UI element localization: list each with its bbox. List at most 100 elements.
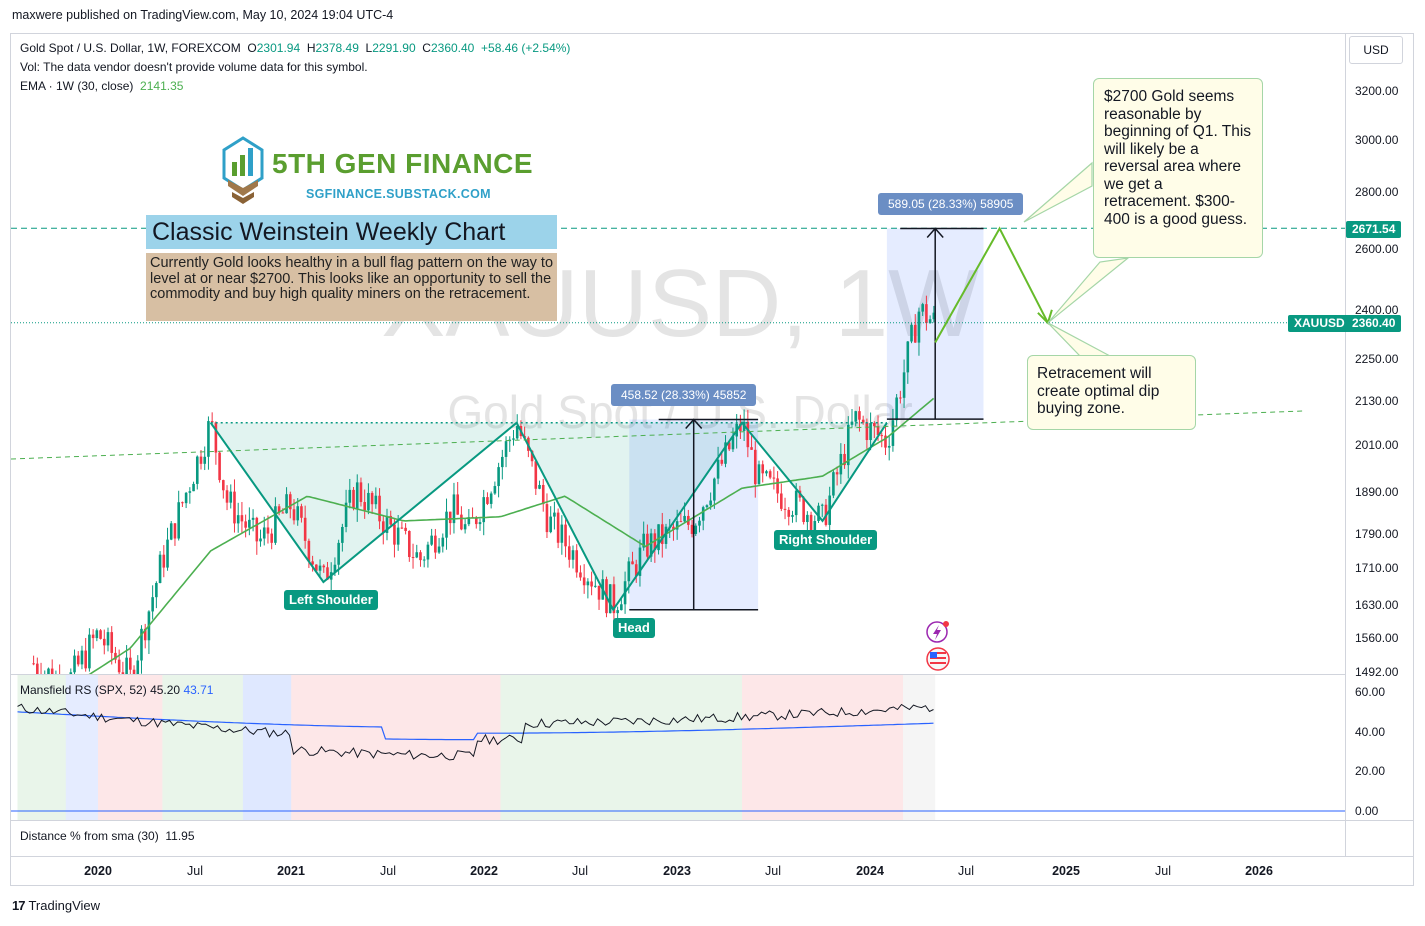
candle-body: [750, 447, 753, 450]
candle-body: [114, 652, 117, 660]
candle-body: [858, 411, 861, 420]
price-tick-label: 2130.00: [1355, 394, 1399, 409]
candle-body: [419, 552, 422, 561]
rs-ma-line: [17, 711, 934, 741]
candle-body: [482, 497, 486, 523]
candle-body: [322, 565, 326, 568]
candle-body: [716, 459, 720, 479]
candle-body: [296, 506, 300, 521]
candle-body: [102, 638, 106, 646]
candle-body: [597, 585, 601, 600]
candle-body: [586, 581, 590, 586]
analysis-note[interactable]: Currently Gold looks healthy in a bull f…: [146, 253, 557, 321]
candle-body: [556, 512, 560, 543]
candle-body: [136, 660, 140, 674]
candle-body: [155, 582, 158, 598]
candle-body: [846, 424, 850, 466]
candle-body: [192, 483, 195, 492]
candle-body: [91, 634, 95, 639]
brand-title: 5TH GEN FINANCE: [272, 148, 534, 179]
candle-body: [913, 324, 917, 343]
head-label[interactable]: Head: [613, 618, 655, 638]
candle-body: [582, 577, 586, 586]
candle-body: [538, 484, 541, 489]
candle-body: [448, 511, 452, 524]
right-shoulder-label[interactable]: Right Shoulder: [774, 530, 878, 550]
candle-body: [768, 471, 772, 478]
candle-body: [761, 464, 765, 474]
left-shoulder-label[interactable]: Left Shoulder: [284, 590, 378, 610]
candle-body: [300, 506, 303, 518]
candle-body: [772, 477, 776, 479]
candle-body: [664, 526, 668, 544]
candle-body: [899, 397, 902, 399]
price-tick-label: 1560.00: [1355, 631, 1399, 646]
candle-body: [541, 484, 545, 505]
rs-regime-band: [242, 675, 292, 820]
target-callout[interactable]: $2700 Gold seems reasonable by beginning…: [1093, 78, 1263, 258]
volume-line: Vol: The data vendor doesn't provide vol…: [20, 60, 368, 74]
flag-stripe: [930, 652, 946, 654]
tradingview-footer[interactable]: 17 TradingView: [12, 898, 100, 913]
candle-body: [627, 561, 631, 582]
candle-body: [791, 515, 794, 517]
candle-body: [218, 452, 221, 481]
rs-line: [17, 703, 934, 761]
pattern-area: [210, 422, 887, 610]
low-label: L: [365, 41, 373, 55]
candle-body: [162, 554, 166, 568]
symbol-description[interactable]: Gold Spot / U.S. Dollar, 1W, FOREXCOM: [20, 41, 241, 55]
price-tick-label: 2600.00: [1355, 242, 1399, 256]
price-tick-label: 1710.00: [1355, 561, 1399, 576]
candle-body: [493, 486, 497, 494]
candle-body: [408, 530, 411, 558]
close-label: C: [422, 41, 431, 55]
candle-body: [288, 494, 292, 510]
candle-body: [411, 557, 415, 559]
ema-label[interactable]: EMA · 1W (30, close): [20, 79, 134, 93]
candle-body: [110, 632, 114, 653]
candle-body: [184, 492, 188, 504]
last-price-tag: 2360.40: [1346, 315, 1402, 332]
candle-body: [274, 506, 277, 543]
candle-body: [456, 494, 459, 515]
event-icons: [926, 621, 950, 671]
ohlc-line: Gold Spot / U.S. Dollar, 1W, FOREXCOM O2…: [20, 39, 570, 58]
candle-body: [281, 512, 285, 514]
candle-body: [895, 397, 898, 421]
candle-body: [173, 523, 177, 539]
candle-body: [326, 567, 329, 580]
candle-body: [140, 628, 143, 661]
currency-button[interactable]: USD: [1349, 36, 1403, 64]
distance-sma-label[interactable]: Distance % from sma (30): [20, 829, 159, 843]
candle-body: [675, 521, 679, 530]
measure-label-1[interactable]: 458.52 (28.33%) 45852: [611, 384, 757, 406]
candle-body: [865, 422, 869, 441]
open-label: O: [247, 41, 257, 55]
candle-body: [270, 533, 273, 543]
projection-path: [934, 226, 1049, 343]
candle-body: [701, 507, 705, 521]
mansfield-rs-label[interactable]: Mansfield RS (SPX, 52): [20, 683, 147, 697]
candle-body: [806, 514, 809, 523]
candle-body: [705, 505, 709, 508]
candle-body: [73, 655, 76, 673]
candle-body: [426, 544, 430, 560]
candle-body: [229, 491, 233, 503]
time-tick-label: 2022: [470, 864, 498, 878]
candle-body: [374, 495, 378, 505]
candle-body: [571, 550, 575, 560]
candle-body: [757, 464, 761, 485]
candle-body: [166, 539, 169, 568]
chart-headline-text[interactable]: Classic Weinstein Weekly Chart: [146, 215, 557, 249]
retracement-callout[interactable]: Retracement will create optimal dip buyi…: [1027, 355, 1196, 430]
candle-body: [367, 492, 370, 511]
candle-body: [415, 552, 419, 558]
candle-body: [129, 657, 132, 670]
candle-body: [460, 514, 463, 530]
price-tick-label: 1630.00: [1355, 598, 1399, 612]
candle-body: [928, 319, 932, 324]
measure-label-2[interactable]: 589.05 (28.33%) 58905: [878, 193, 1024, 215]
candlestick-series: [32, 295, 936, 674]
